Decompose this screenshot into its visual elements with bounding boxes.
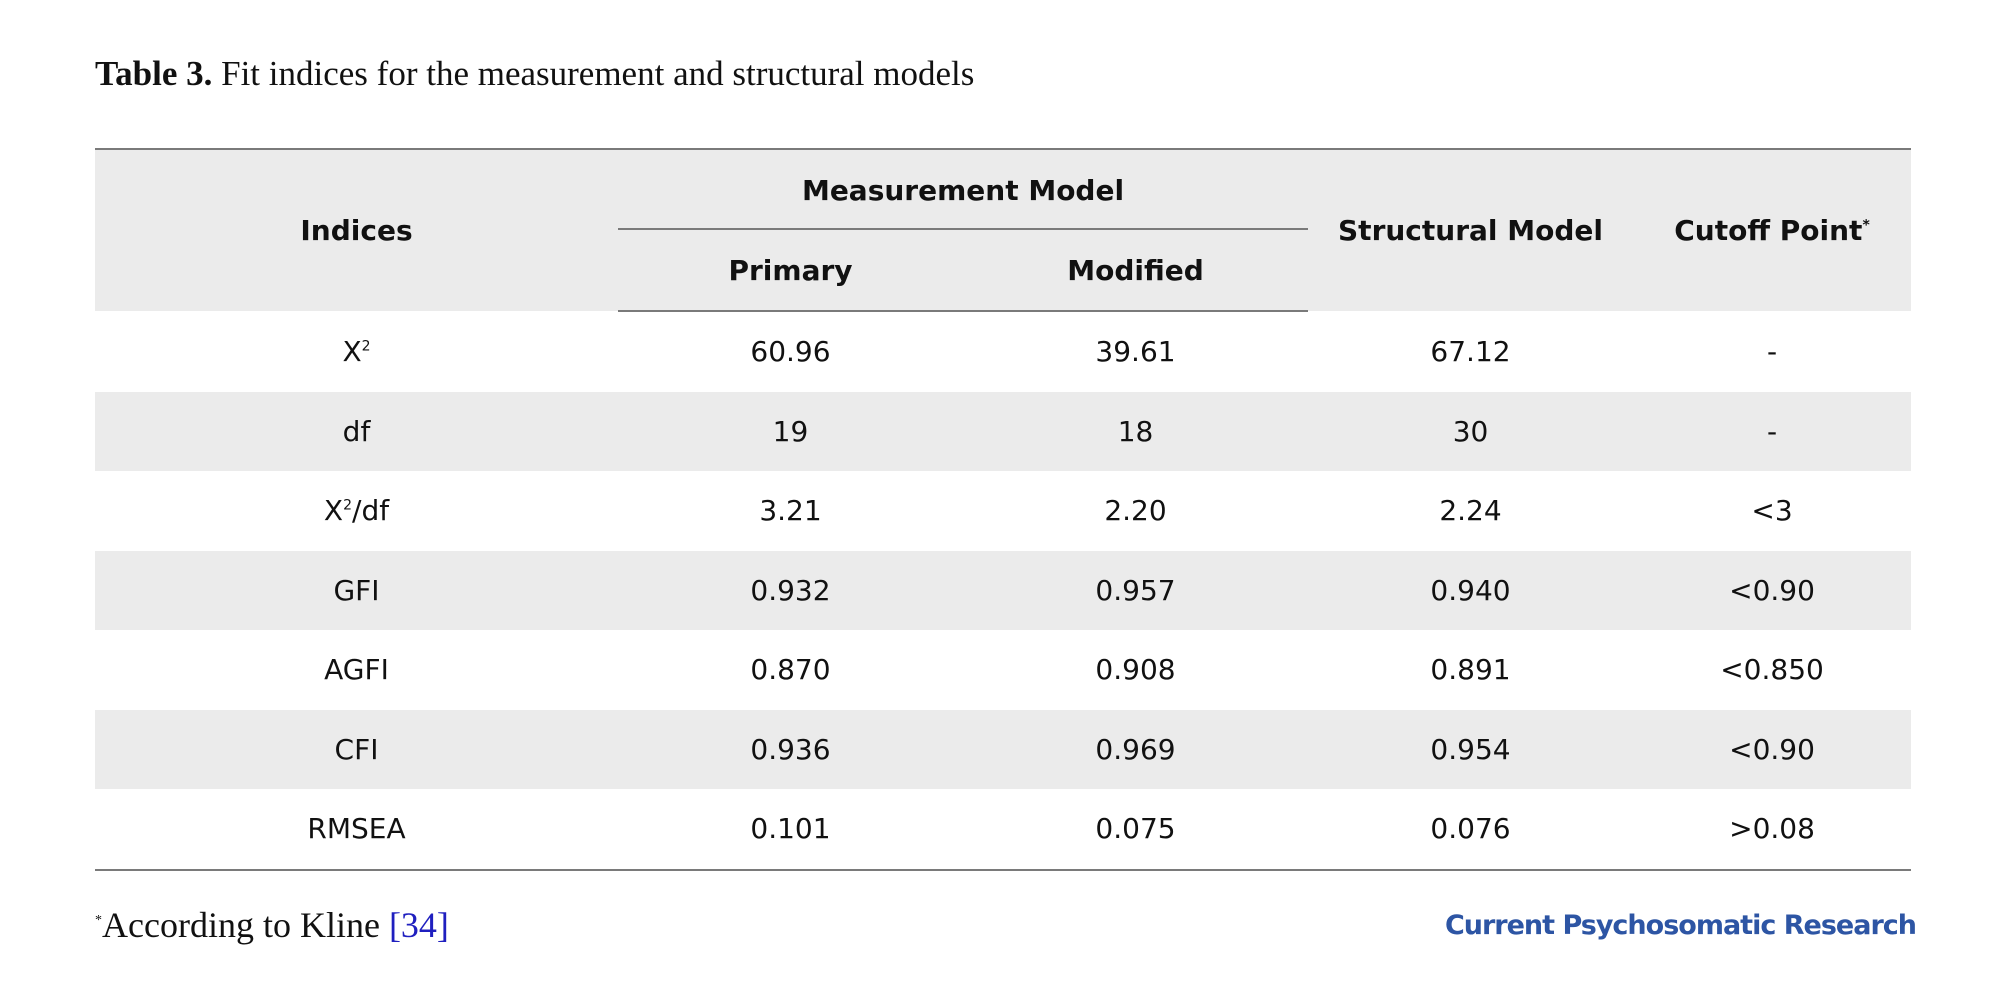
cell-index: X2/df — [95, 471, 618, 551]
cell-structural: 0.891 — [1430, 653, 1511, 687]
cell-structural: 2.24 — [1439, 494, 1502, 528]
header-cutoff-point: Cutoff Point* — [1633, 149, 1911, 311]
cell-modified: 0.957 — [1095, 573, 1176, 607]
cell-index: AGFI — [95, 630, 618, 710]
index-suffix: /df — [352, 494, 390, 528]
cell-structural: 0.940 — [1430, 573, 1511, 607]
index-superscript: 2 — [361, 338, 371, 355]
header-indices: Indices — [300, 214, 413, 247]
table-header: Indices Measurement Model Structural Mod… — [95, 149, 1912, 312]
header-measurement-model-label: Measurement Model — [801, 173, 1125, 207]
index-name: CFI — [334, 732, 379, 766]
footnote-mark: * — [95, 913, 102, 928]
table-row: X2/df 3.21 2.20 2.24 <3 — [95, 471, 1911, 551]
table-row: RMSEA 0.101 0.075 0.076 >0.08 — [95, 789, 1911, 870]
table-body: X2 60.96 39.61 67.12- df 19 18 30- X2/df 3.21 2.20… — [95, 311, 1912, 870]
cell-index: CFI — [95, 710, 618, 790]
cell-modified: 39.61 — [1095, 335, 1176, 369]
index-name: RMSEA — [307, 812, 406, 846]
cell-index: X2 — [95, 311, 618, 392]
cell-primary: 19 — [772, 414, 809, 448]
cell-structural: 0.954 — [1430, 732, 1511, 766]
cell-structural: 30 — [1452, 414, 1489, 448]
index-name: df — [342, 414, 371, 448]
cell-cutoff: <3 — [1751, 494, 1793, 528]
header-modified: Modified — [963, 230, 1309, 312]
cell-primary: 60.96 — [750, 335, 831, 369]
header-measurement-model: Measurement Model — [618, 149, 1309, 230]
fit-indices-table: Indices Measurement Model Structural Mod… — [95, 148, 1912, 871]
header-primary: Primary — [618, 230, 963, 312]
header-cutoff-point-label: Cutoff Point — [1674, 214, 1863, 247]
table-caption-text: Fit indices for the measurement and stru… — [221, 54, 975, 93]
cell-primary: 0.932 — [750, 573, 831, 607]
header-cutoff-footnote-mark: * — [1862, 217, 1870, 234]
cell-index: df — [95, 392, 618, 472]
footnote-text: According to Kline — [102, 905, 389, 945]
table-caption: Table 3. Fit indices for the measurement… — [95, 54, 974, 94]
cell-index: GFI — [95, 551, 618, 631]
cell-structural: 0.076 — [1430, 812, 1511, 846]
header-structural-model: Structural Model — [1338, 214, 1604, 247]
cell-primary: 0.870 — [750, 653, 831, 687]
table-row: AGFI 0.870 0.908 0.891 <0.850 — [95, 630, 1911, 710]
table-row: X2 60.96 39.61 67.12 - — [95, 311, 1911, 392]
cell-cutoff: <0.90 — [1729, 732, 1815, 766]
cell-cutoff: <0.90 — [1729, 573, 1815, 607]
index-name: GFI — [333, 573, 380, 607]
cell-cutoff: - — [1766, 414, 1778, 448]
measurement-model-divider — [618, 228, 1309, 230]
index-name: X — [323, 494, 344, 528]
table-caption-label: Table 3. — [95, 54, 213, 93]
cell-structural: 67.12 — [1430, 334, 1511, 368]
cell-modified: 0.969 — [1095, 732, 1176, 766]
cell-primary: 0.936 — [750, 732, 831, 766]
footnote-reference-link[interactable]: [34] — [388, 905, 449, 945]
index-name: AGFI — [324, 653, 389, 687]
journal-logo: Current Psychosomatic Research — [1444, 910, 1917, 941]
cell-primary: 3.21 — [759, 494, 822, 528]
cell-cutoff: - — [1766, 334, 1778, 368]
cell-cutoff: <0.850 — [1720, 653, 1824, 687]
cell-modified: 18 — [1117, 414, 1154, 448]
table-footnote: *According to Kline [34] — [95, 904, 449, 946]
cell-cutoff: >0.08 — [1729, 812, 1815, 846]
cell-primary: 0.101 — [750, 812, 831, 846]
table-row: GFI 0.932 0.957 0.940 <0.90 — [95, 550, 1912, 631]
index-name: X — [342, 334, 362, 368]
cell-modified: 0.908 — [1095, 653, 1176, 687]
cell-index: RMSEA — [95, 789, 618, 870]
table-row: CFI 0.936 0.969 0.954 <0.90 — [95, 709, 1912, 790]
cell-modified: 2.20 — [1104, 494, 1167, 528]
cell-modified: 0.075 — [1095, 812, 1176, 846]
index-superscript: 2 — [343, 497, 353, 514]
table-row: df 19 18 30 - — [95, 391, 1912, 472]
